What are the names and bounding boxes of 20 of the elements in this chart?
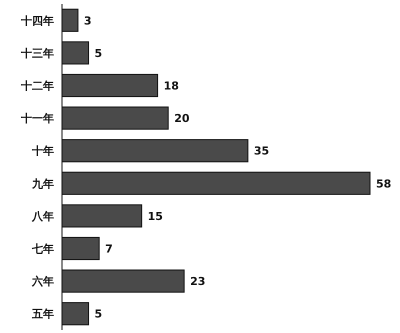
category-label: 十二年 (21, 80, 54, 92)
category-label: 九年 (32, 177, 54, 190)
category-label: 六年 (32, 275, 54, 288)
data-label: 5 (94, 308, 102, 321)
data-label: 58 (376, 177, 392, 190)
data-label: 3 (84, 14, 92, 28)
category-label: 十三年 (21, 46, 54, 60)
category-label: 七年 (32, 242, 54, 256)
data-label: 18 (164, 80, 179, 92)
data-label: 5 (94, 46, 102, 60)
category-label: 八年 (32, 210, 54, 223)
data-label: 7 (105, 242, 113, 256)
category-label: 五年 (32, 308, 54, 321)
data-label: 15 (148, 210, 163, 223)
category-label: 十年 (32, 144, 54, 158)
data-label: 20 (174, 112, 190, 126)
category-label: 十四年 (21, 14, 54, 28)
category-label: 十一年 (21, 112, 54, 126)
data-label: 35 (254, 144, 270, 158)
data-label: 23 (190, 275, 206, 288)
